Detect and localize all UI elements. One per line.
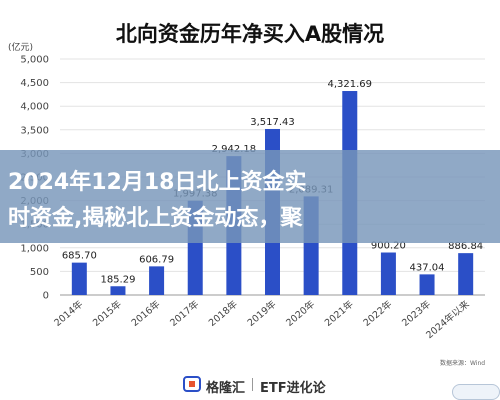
x-tick-label: 2020年 xyxy=(284,298,318,329)
x-tick-label: 2024年以来 xyxy=(424,298,472,341)
bar xyxy=(110,286,126,295)
brand-logo-icon xyxy=(183,376,201,392)
x-tick-label: 2017年 xyxy=(168,298,202,329)
y-axis-unit: (亿元) xyxy=(8,43,34,53)
bar-value-label: 185.29 xyxy=(100,274,135,285)
bar xyxy=(149,266,165,295)
brand-divider xyxy=(252,378,253,391)
x-tick-label: 2021年 xyxy=(322,298,356,329)
bar-value-label: 886.84 xyxy=(448,241,483,252)
bar xyxy=(71,262,87,295)
headline-overlay: 2024年12月18日北上资金实 时资金,揭秘北上资金动态，聚 xyxy=(0,150,500,243)
headline-line-1: 2024年12月18日北上资金实 xyxy=(8,170,307,195)
bar xyxy=(380,252,396,295)
x-tick-label: 2019年 xyxy=(245,298,279,329)
bar-value-label: 4,321.69 xyxy=(328,79,373,90)
x-tick-label: 2018年 xyxy=(206,298,240,329)
data-source: 数据来源：Wind xyxy=(440,360,486,367)
y-tick-label: 5,000 xyxy=(20,55,49,66)
x-tick-label: 2015年 xyxy=(90,298,124,329)
bar xyxy=(419,274,435,295)
bar xyxy=(458,253,474,295)
corner-logo-icon xyxy=(452,384,500,400)
bar-value-label: 3,517.43 xyxy=(250,117,295,128)
y-tick-label: 1,000 xyxy=(20,243,49,254)
y-tick-label: 0 xyxy=(43,291,49,302)
brand-name: 格隆汇 xyxy=(206,381,246,396)
x-tick-label: 2022年 xyxy=(361,298,395,329)
bar-value-label: 685.70 xyxy=(62,251,97,262)
x-tick-label: 2016年 xyxy=(129,298,163,329)
y-tick-label: 4,500 xyxy=(20,78,49,89)
y-tick-label: 500 xyxy=(30,267,49,278)
bar-value-label: 606.79 xyxy=(139,254,174,265)
footer-branding: 格隆汇 ETF进化论 xyxy=(0,376,500,396)
y-tick-label: 4,000 xyxy=(20,102,49,113)
brand-subname: ETF进化论 xyxy=(260,381,326,396)
bar-value-label: 900.20 xyxy=(371,241,406,252)
y-tick-label: 3,500 xyxy=(20,125,49,136)
headline-line-2: 时资金,揭秘北上资金动态，聚 xyxy=(8,206,303,231)
x-tick-label: 2023年 xyxy=(399,298,433,329)
chart-title: 北向资金历年净买入A股情况 xyxy=(115,22,385,46)
bar-value-label: 2,942.18 xyxy=(212,144,257,155)
bar-value-label: 437.04 xyxy=(410,262,445,273)
x-tick-label: 2014年 xyxy=(52,298,86,329)
